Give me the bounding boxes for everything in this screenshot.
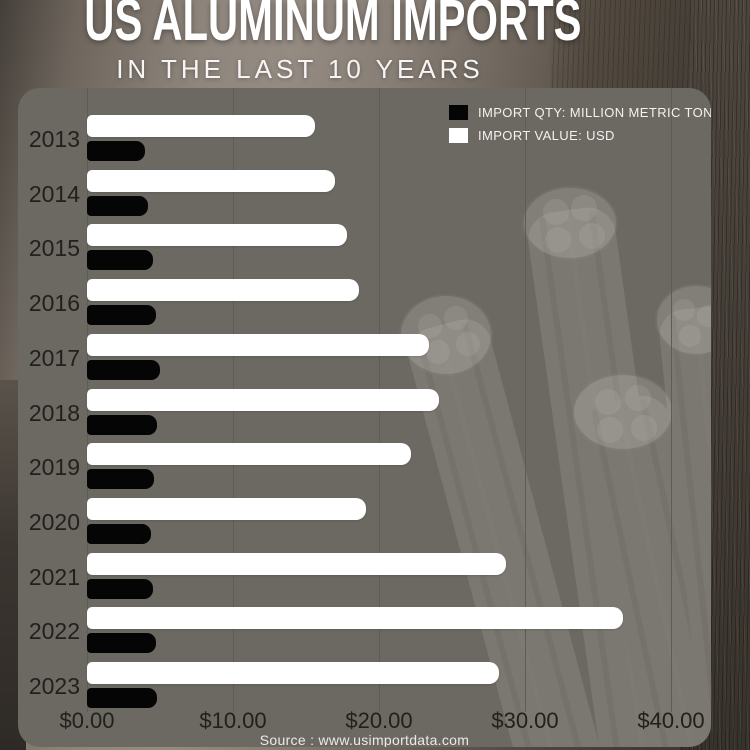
qty-bar-2016 [87, 305, 156, 326]
value-bar-2013 [87, 115, 315, 137]
legend-label: IMPORT QTY: MILLION METRIC TONS [478, 105, 711, 120]
qty-bar-2022 [87, 633, 156, 654]
value-bar-2020 [87, 497, 366, 520]
x-axis-tick-label: $40.00 [637, 708, 705, 733]
year-label-2013: 2013 [28, 126, 80, 152]
qty-bar-2015 [87, 250, 153, 271]
gridline [525, 88, 526, 712]
year-label-2022: 2022 [28, 618, 80, 645]
qty-bar-2013 [87, 141, 146, 161]
value-bar-2021 [87, 552, 507, 575]
x-axis-tick-label: $0.00 [59, 708, 115, 733]
qty-bar-2020 [87, 523, 152, 544]
x-axis-tick-label: $20.00 [345, 708, 413, 733]
year-label-2016: 2016 [28, 290, 80, 317]
x-axis-tick-label: $10.00 [199, 708, 267, 733]
qty-bar-2019 [87, 469, 155, 490]
value-bar-2019 [87, 443, 412, 466]
year-label-2019: 2019 [28, 454, 80, 481]
source-text: Source : www.usimportdata.com [259, 732, 470, 747]
value-bar-2022 [87, 607, 623, 630]
value-bar-2014 [87, 169, 336, 192]
year-label-2018: 2018 [28, 399, 80, 426]
legend-item: IMPORT QTY: MILLION METRIC TONS [449, 105, 711, 120]
legend-item: IMPORT VALUE: USD [449, 128, 711, 143]
year-label-2023: 2023 [28, 673, 80, 699]
legend-swatch [449, 105, 468, 120]
legend-label: IMPORT VALUE: USD [478, 128, 615, 143]
year-label-2015: 2015 [28, 235, 80, 262]
background-wood-texture-top [550, 0, 690, 90]
qty-bar-2023 [87, 688, 158, 708]
qty-bar-2018 [87, 414, 158, 435]
year-label-2017: 2017 [28, 344, 80, 371]
value-bar-2016 [87, 279, 359, 302]
page-subtitle: IN THE LAST 10 YEARS [116, 54, 484, 84]
value-bar-2023 [87, 662, 499, 684]
qty-bar-2017 [87, 359, 160, 380]
value-bar-2015 [87, 224, 347, 247]
chart-panel: IMPORT QTY: MILLION METRIC TONS IMPORT VA… [18, 88, 711, 747]
value-bar-2018 [87, 388, 439, 411]
qty-bar-2021 [87, 578, 153, 599]
year-label-2020: 2020 [28, 508, 80, 535]
year-label-2014: 2014 [28, 180, 80, 207]
qty-bar-2014 [87, 195, 149, 216]
chart-legend: IMPORT QTY: MILLION METRIC TONS IMPORT VA… [449, 105, 711, 151]
x-axis-tick-label: $30.00 [491, 708, 559, 733]
year-label-2021: 2021 [28, 563, 80, 590]
value-bar-2017 [87, 333, 429, 356]
gridline [671, 88, 672, 712]
page-title: US ALUMINUM IMPORTS [84, 0, 582, 53]
legend-swatch [449, 128, 468, 143]
